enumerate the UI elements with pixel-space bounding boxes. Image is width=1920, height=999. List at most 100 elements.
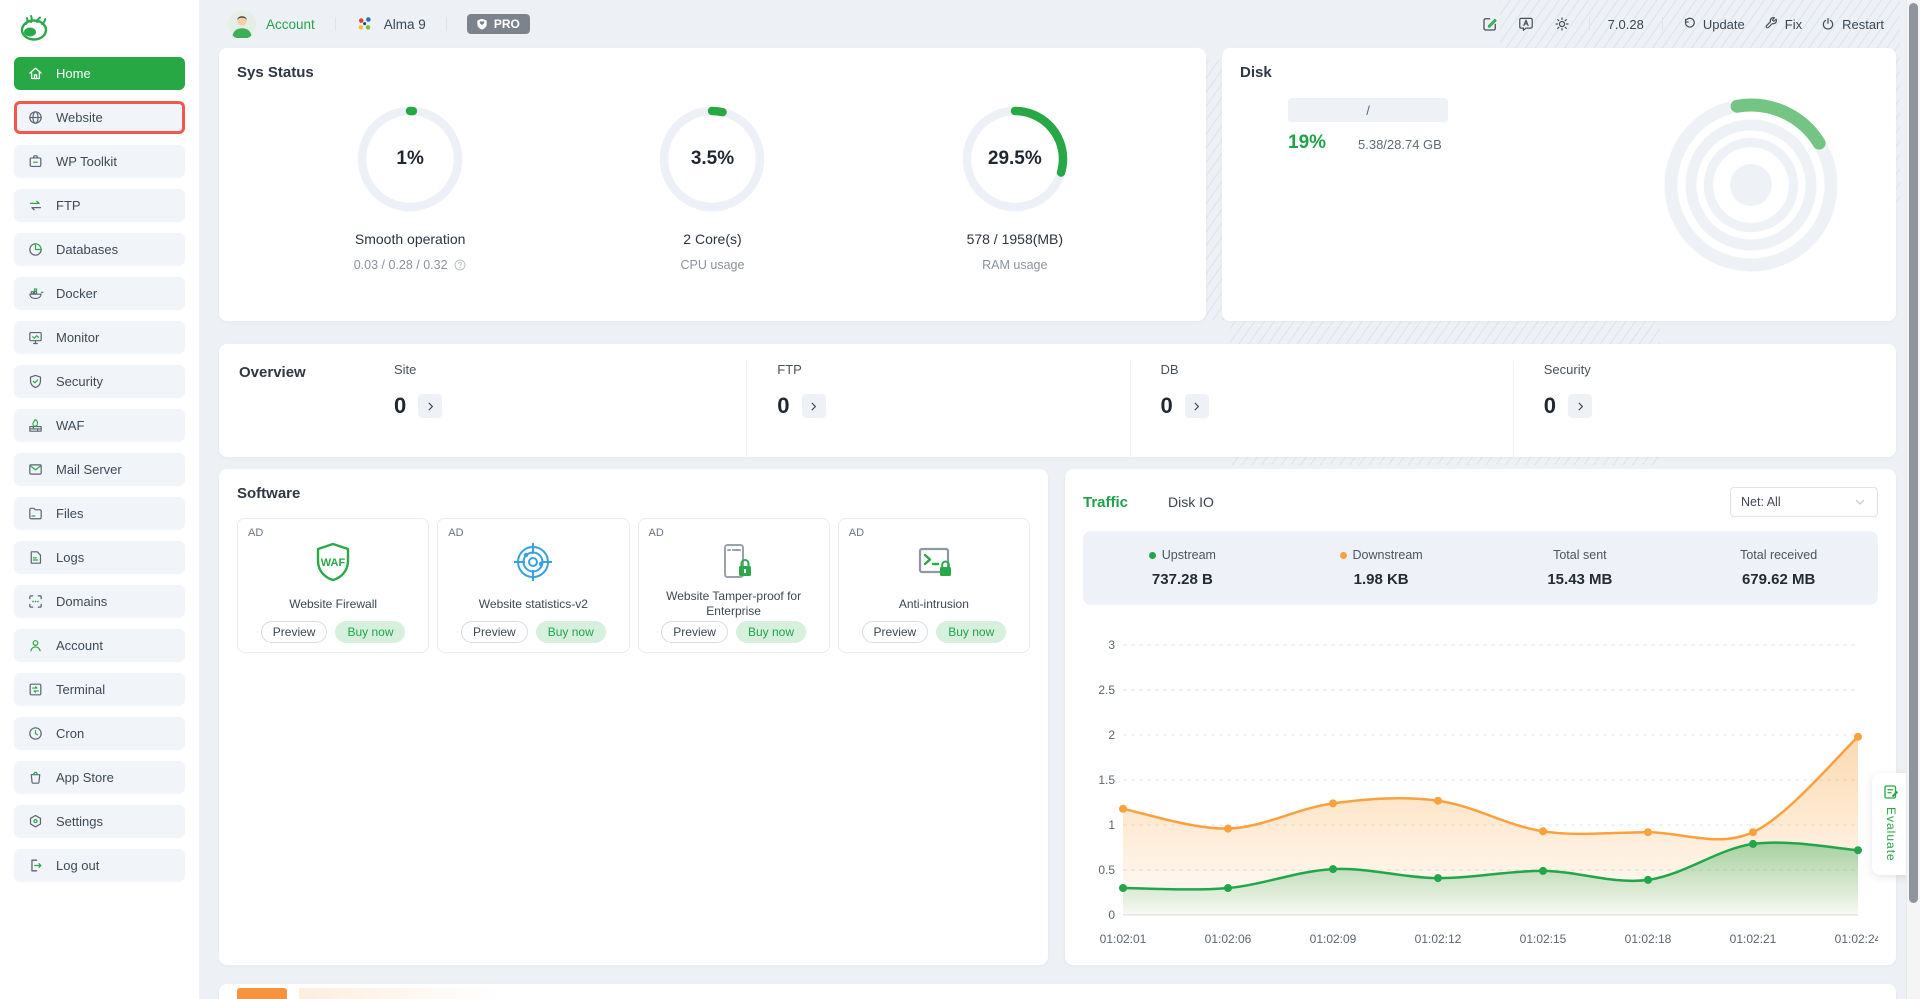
buy-now-button[interactable]: Buy now [736,621,806,643]
preview-button[interactable]: Preview [862,621,929,643]
preview-button[interactable]: Preview [461,621,528,643]
buy-now-button[interactable]: Buy now [536,621,606,643]
evaluate-note-icon [1882,783,1900,801]
buy-now-button[interactable]: Buy now [936,621,1006,643]
gear-icon [27,813,44,830]
overview-count: 0 [394,393,406,419]
disk-percent: 19% [1288,132,1326,154]
update-button[interactable]: Update [1681,16,1745,32]
home-icon [27,65,44,82]
sidebar-item-log-out[interactable]: Log out [14,849,185,882]
ad-product-name: Anti-intrusion [847,589,1021,619]
sidebar-item-settings[interactable]: Settings [14,805,185,838]
sidebar-item-cron[interactable]: Cron [14,717,185,750]
traffic-chart: 00.511.522.5301:02:0101:02:0601:02:0901:… [1083,615,1878,960]
sidebar-item-databases[interactable]: Databases [14,233,185,266]
sidebar-item-home[interactable]: Home [14,57,185,90]
sidebar-item-ftp[interactable]: FTP [14,189,185,222]
ad-card-website-tamper-proof-for-enterprise: AD Website Tamper-proof for Enterprise P… [638,518,830,653]
account-link[interactable]: Account [266,17,315,32]
overview-goto-button[interactable] [418,394,442,418]
sidebar-item-domains[interactable]: Domains [14,585,185,618]
chevron-down-icon [1853,495,1867,509]
overview-goto-button[interactable] [802,394,826,418]
shield-icon [27,373,44,390]
sidebar-item-label: Mail Server [56,462,122,477]
power-icon [1820,16,1836,32]
ad-badge: AD [448,527,463,539]
divider [446,17,447,31]
sidebar-item-wp-toolkit[interactable]: WP Toolkit [14,145,185,178]
overview-goto-button[interactable] [1185,394,1209,418]
restart-button[interactable]: Restart [1820,16,1884,32]
waf-shield-icon: WAF [238,537,428,587]
bag-icon [27,769,44,786]
ad-card-website-statistics-v2: AD Website statistics-v2 Preview Buy now [437,518,629,653]
tab-traffic[interactable]: Traffic [1083,494,1128,511]
logout-icon [27,857,44,874]
disk-path-bar[interactable]: / [1288,98,1448,122]
sidebar-item-app-store[interactable]: App Store [14,761,185,794]
gauge-cpu-usage: 3.5% 2 Core(s) CPU usage [592,101,832,272]
update-icon [1681,16,1697,32]
sidebar-item-website[interactable]: Website [14,101,185,134]
stat-total-received: Total received 679.62 MB [1679,548,1878,588]
scrollbar-thumb[interactable] [1909,3,1918,903]
almalinux-icon [356,15,374,33]
sidebar-item-label: FTP [56,198,81,213]
app-logo-icon[interactable] [16,9,52,45]
sidebar-item-security[interactable]: Security [14,365,185,398]
theme-sun-icon[interactable] [1553,15,1571,33]
sidebar-item-label: Databases [56,242,118,257]
gauge-ring: 29.5% [957,101,1073,217]
top-cards-row: Sys Status 1% Smooth operation 0.03 / 0.… [219,48,1896,321]
sidebar-item-label: Logs [56,550,84,565]
evaluate-label: Evaluate [1884,807,1898,862]
overview-col-security: Security 0 [1513,362,1896,457]
gauge-ring: 1% [352,101,468,217]
pro-badge[interactable]: PRO [467,14,530,34]
avatar[interactable] [228,10,256,38]
stat-downstream: Downstream 1.98 KB [1282,548,1481,588]
aapanel-dashboard: Home Website WP Toolkit FTP Databases Docker M… [0,0,1920,999]
svg-text:01:02:09: 01:02:09 [1310,932,1357,946]
traffic-header: Traffic Disk IO Net: All [1083,469,1878,517]
evaluate-tab[interactable]: Evaluate [1872,773,1910,875]
preview-button[interactable]: Preview [661,621,728,643]
sidebar-item-account[interactable]: Account [14,629,185,662]
divider [335,17,336,31]
disk-usage-rings [1656,90,1846,280]
sidebar-item-waf[interactable]: WAF [14,409,185,442]
svg-text:1: 1 [1108,818,1115,832]
net-filter-select[interactable]: Net: All [1730,487,1878,517]
sidebar-item-files[interactable]: Files [14,497,185,530]
overview-goto-button[interactable] [1568,394,1592,418]
gauge-line2: RAM usage [895,258,1135,272]
stat-value: 1.98 KB [1282,571,1481,588]
scan-icon [27,593,44,610]
preview-button[interactable]: Preview [261,621,328,643]
disk-usage: 5.38/28.74 GB [1358,137,1442,152]
sidebar-item-terminal[interactable]: Terminal [14,673,185,706]
svg-text:01:02:06: 01:02:06 [1205,932,1252,946]
language-icon[interactable] [1517,15,1535,33]
ad-badge: AD [649,527,664,539]
sidebar-item-docker[interactable]: Docker [14,277,185,310]
edit-note-icon[interactable] [1481,15,1499,33]
help-icon[interactable] [453,258,467,272]
sidebar-item-mail-server[interactable]: Mail Server [14,453,185,486]
server-lock-icon [639,537,829,587]
tab-disk-io[interactable]: Disk IO [1168,494,1214,510]
fix-button[interactable]: Fix [1763,16,1802,32]
sidebar-item-label: Account [56,638,103,653]
legend-dot [1149,552,1156,559]
gauge-line2: 0.03 / 0.28 / 0.32 [290,258,530,272]
sidebar-item-logs[interactable]: Logs [14,541,185,574]
overview-col-ftp: FTP 0 [746,362,1129,457]
fix-label: Fix [1785,17,1802,32]
sidebar-item-monitor[interactable]: Monitor [14,321,185,354]
buy-now-button[interactable]: Buy now [335,621,405,643]
svg-text:01:02:21: 01:02:21 [1730,932,1777,946]
waf-icon [27,417,44,434]
sidebar-item-label: Cron [56,726,84,741]
